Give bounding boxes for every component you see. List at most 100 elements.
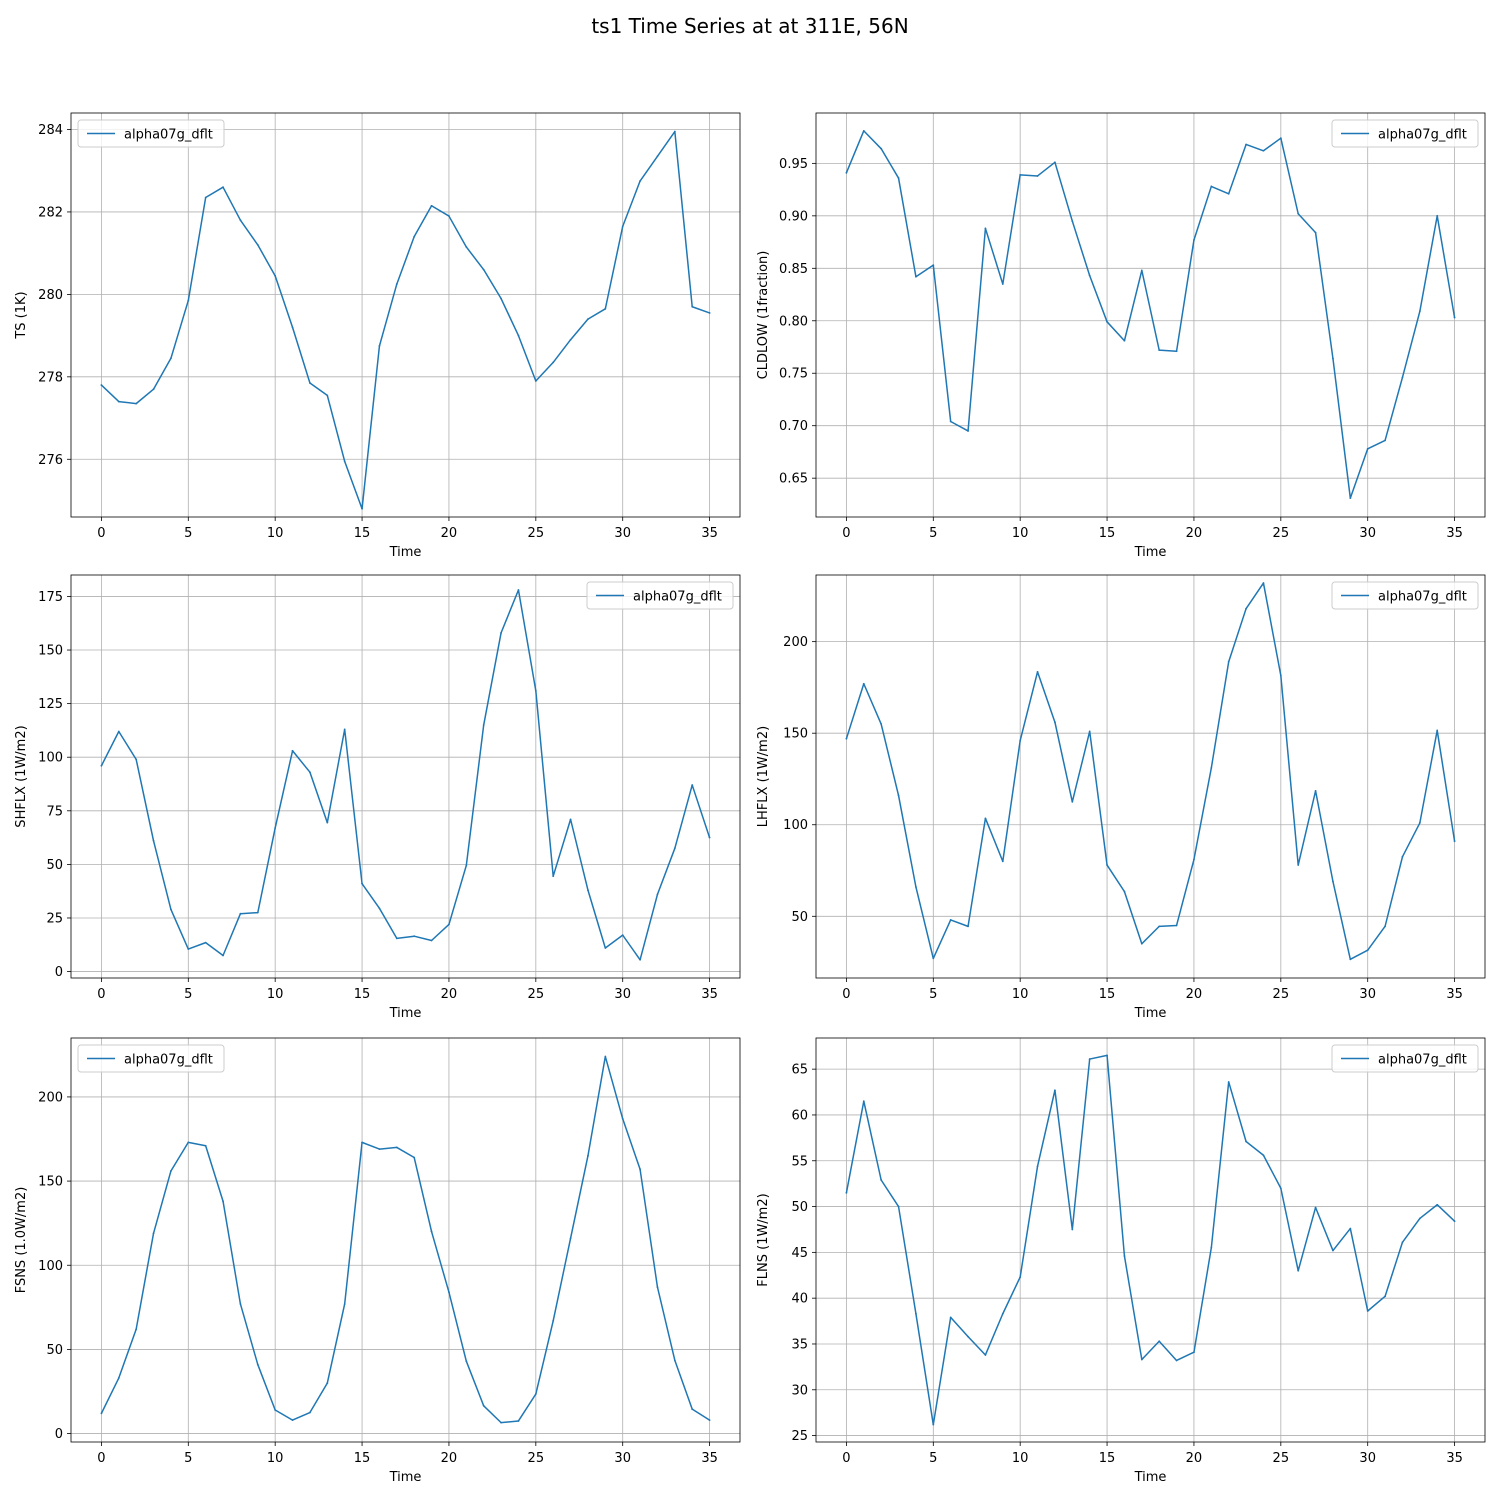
- data-point: [430, 939, 433, 942]
- data-point: [569, 818, 572, 821]
- data-point: [222, 954, 224, 957]
- data-point: [1001, 1312, 1004, 1315]
- data-point: [1384, 439, 1386, 442]
- data-point: [1279, 1187, 1282, 1190]
- data-point: [1158, 925, 1161, 928]
- x-axis-label: Time: [389, 545, 422, 560]
- data-point: [274, 1409, 277, 1411]
- chart-panel-2: 0 5 10 15 20 25 30 35 0.65 0.70 0.75 0.80 0.85 0.90 0.…: [756, 112, 1486, 560]
- data-point: [673, 1359, 676, 1362]
- data-point: [1297, 1269, 1300, 1272]
- y-tick-label: 282: [38, 205, 63, 220]
- x-tick-label: 30: [1359, 526, 1376, 541]
- data-point: [708, 1419, 711, 1422]
- data-point: [604, 1055, 607, 1058]
- data-point: [1297, 212, 1300, 215]
- x-tick-label: 15: [1099, 987, 1116, 1002]
- y-tick-label: 75: [46, 804, 63, 819]
- axes-frame: [70, 1037, 741, 1443]
- series-line: [100, 589, 711, 961]
- data-point: [1036, 670, 1039, 673]
- y-axis-label: LHFLX (1W/m2): [756, 726, 771, 827]
- x-tick-label: 5: [929, 1451, 937, 1466]
- data-point: [517, 334, 520, 337]
- x-tick-label: 10: [1012, 987, 1029, 1002]
- data-point: [395, 1146, 398, 1149]
- data-point: [587, 1154, 589, 1157]
- y-tick-label: 100: [783, 818, 808, 833]
- data-point: [1418, 1217, 1421, 1220]
- data-point: [482, 268, 485, 271]
- data-point: [395, 283, 398, 285]
- x-tick-label: 25: [1273, 1451, 1290, 1466]
- data-point: [448, 215, 450, 217]
- data-point: [1418, 310, 1421, 313]
- data-point: [1140, 942, 1143, 945]
- data-point: [1088, 730, 1091, 733]
- data-point: [1193, 858, 1195, 861]
- data-point: [587, 889, 589, 892]
- data-point: [932, 1423, 935, 1426]
- data-point: [1019, 739, 1022, 742]
- x-tick-label: 35: [1446, 1451, 1463, 1466]
- data-point: [291, 749, 294, 752]
- data-point: [465, 864, 468, 867]
- data-point: [170, 1170, 172, 1172]
- legend-box: [1331, 119, 1479, 148]
- data-point: [708, 836, 711, 839]
- y-tick-label: 30: [791, 1383, 808, 1398]
- x-axis-label: Time: [1134, 1470, 1167, 1485]
- data-point: [1210, 1246, 1213, 1249]
- data-point: [170, 357, 172, 360]
- data-point: [1297, 864, 1300, 866]
- data-point: [587, 318, 589, 321]
- x-tick-label: 0: [97, 1451, 105, 1466]
- axes-frame: [815, 112, 1486, 518]
- data-point: [1175, 1359, 1178, 1362]
- chart-panel-3: 0 5 10 15 20 25 30 35 0 25 50 75 100 125 150 175 Time SHF…: [14, 574, 741, 1021]
- data-point: [534, 1393, 537, 1395]
- legend-box: [586, 581, 734, 610]
- y-axis-label: FLNS (1W/m2): [756, 1193, 771, 1286]
- data-point: [430, 1230, 433, 1233]
- data-point: [413, 935, 416, 938]
- x-tick-label: 35: [701, 987, 718, 1002]
- y-tick-label: 35: [791, 1337, 808, 1352]
- data-point: [100, 1412, 103, 1415]
- data-point: [1384, 1295, 1386, 1298]
- data-point: [309, 771, 311, 774]
- chart-panel-1: 0 5 10 15 20 25 30 35 276 278 280 282 284 Time TS (1K)…: [14, 112, 741, 560]
- data-point: [1314, 1206, 1317, 1209]
- data-point: [1019, 1276, 1022, 1279]
- data-point: [1123, 1255, 1126, 1257]
- data-point: [204, 1144, 207, 1147]
- data-point: [187, 948, 190, 950]
- data-point: [309, 382, 311, 384]
- x-axis-label: Time: [389, 1006, 422, 1021]
- x-tick-label: 15: [354, 987, 371, 1002]
- data-point: [1245, 143, 1247, 146]
- data-point: [656, 1286, 659, 1289]
- x-tick-label: 35: [701, 526, 718, 541]
- data-point: [430, 204, 433, 207]
- data-point: [117, 730, 120, 733]
- data-point: [500, 1421, 502, 1424]
- data-point: [256, 911, 259, 914]
- x-tick-label: 15: [1099, 1451, 1116, 1466]
- data-point: [1453, 316, 1456, 319]
- data-point: [897, 1205, 900, 1208]
- data-point: [845, 171, 848, 174]
- axes-frame: [815, 574, 1486, 979]
- data-point: [378, 907, 381, 910]
- data-point: [117, 1377, 120, 1379]
- y-tick-label: 40: [791, 1292, 808, 1307]
- y-tick-label: 100: [38, 1259, 63, 1274]
- figure-title: ts1 Time Series at at 311E, 56N: [591, 14, 909, 38]
- data-point: [1366, 949, 1369, 952]
- data-point: [222, 186, 224, 189]
- series-line: [100, 130, 710, 510]
- data-point: [239, 1303, 242, 1305]
- data-point: [1401, 376, 1404, 379]
- x-tick-label: 0: [842, 526, 850, 541]
